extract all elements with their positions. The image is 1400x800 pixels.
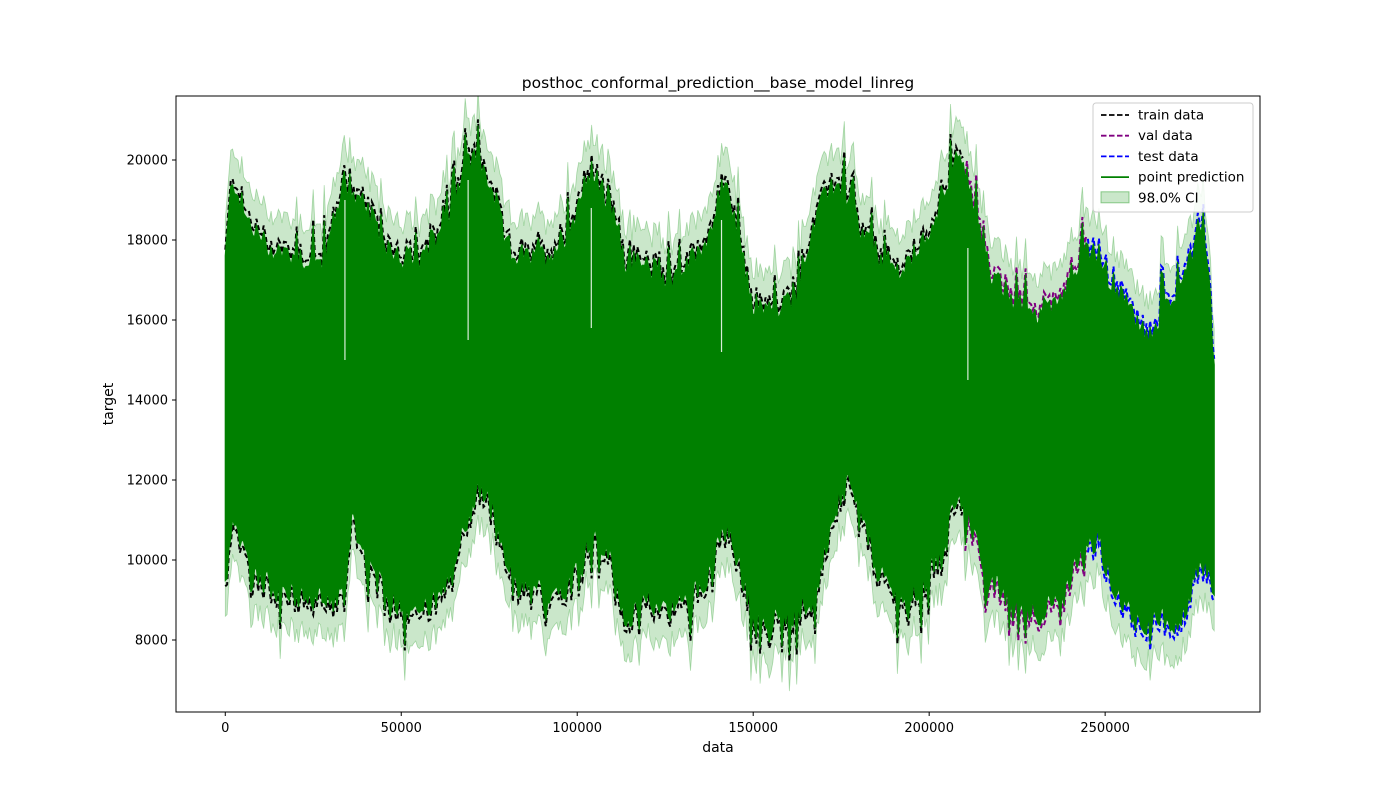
y-axis: 8000 10000 12000 14000 16000 18000 20000 [127, 154, 176, 649]
y-tick-label: 18000 [127, 234, 168, 249]
legend-label: 98.0% CI [1138, 190, 1199, 206]
y-tick-label: 12000 [127, 474, 168, 489]
legend-box [1092, 102, 1254, 213]
legend-label: point prediction [1138, 170, 1244, 186]
y-tick-label: 10000 [127, 554, 168, 569]
x-tick-label: 0 [221, 721, 229, 736]
y-axis-label: target [101, 382, 117, 425]
x-axis-label: data [702, 740, 734, 756]
y-tick-label: 14000 [127, 394, 168, 409]
legend-label: test data [1138, 149, 1199, 165]
legend-point-prediction: point prediction [1101, 170, 1244, 186]
test-data-line-upper [1086, 204, 1216, 359]
chart-title: posthoc_conformal_prediction__base_model… [522, 74, 914, 93]
legend-label: val data [1138, 128, 1193, 144]
y-tick-label: 20000 [127, 154, 168, 169]
x-tick-label: 100000 [552, 721, 602, 736]
legend-val-data: val data [1101, 128, 1193, 144]
x-tick-label: 150000 [728, 721, 778, 736]
y-tick-label: 8000 [135, 634, 168, 649]
x-tick-label: 50000 [381, 721, 422, 736]
x-tick-label: 200000 [904, 721, 954, 736]
legend: train data val data test data point predict… [1092, 102, 1254, 213]
val-data-line-upper [964, 160, 1087, 319]
legend-train-data: train data [1101, 108, 1204, 124]
plot-area [224, 96, 1216, 692]
x-axis: 0 50000 100000 150000 200000 250000 [221, 712, 1130, 736]
legend-ci: 98.0% CI [1100, 190, 1199, 206]
legend-swatch [1100, 191, 1130, 204]
legend-label: train data [1138, 108, 1204, 124]
y-tick-label: 16000 [127, 314, 168, 329]
plot-frame [175, 95, 1261, 713]
legend-test-data: test data [1101, 149, 1199, 165]
x-tick-label: 250000 [1080, 721, 1130, 736]
point-prediction [224, 125, 1215, 656]
